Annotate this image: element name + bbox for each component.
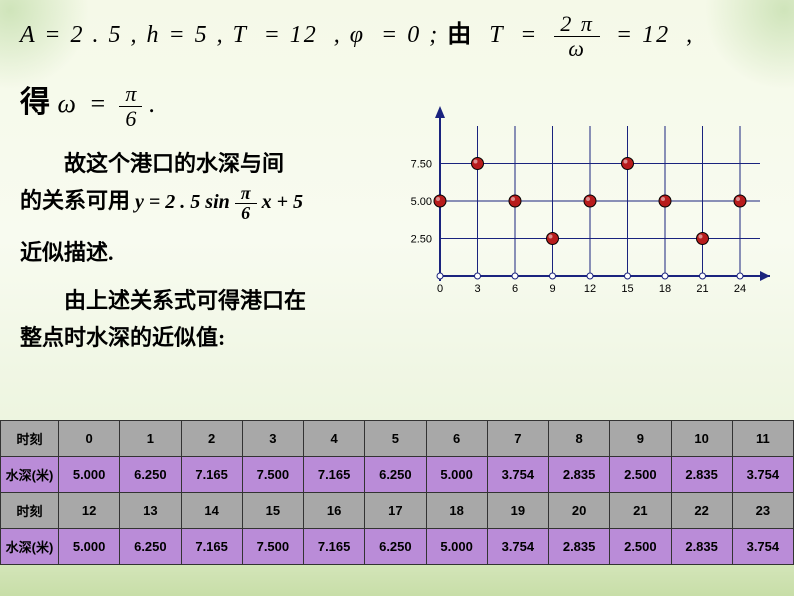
svg-text:2.50: 2.50 — [411, 234, 432, 246]
table-cell: 22 — [671, 493, 732, 529]
depth-table: 时刻01234567891011水深(米)5.0006.2507.1657.50… — [0, 420, 794, 565]
table-cell: 3.754 — [487, 457, 548, 493]
table-cell: 2.835 — [549, 529, 610, 565]
svg-text:9: 9 — [549, 283, 555, 295]
table-cell: 16 — [304, 493, 365, 529]
table-cell: 7.500 — [242, 457, 303, 493]
table-cell: 6.250 — [365, 529, 426, 565]
table-cell: 7.165 — [181, 457, 242, 493]
table-cell: 2.500 — [610, 457, 671, 493]
svg-text:24: 24 — [734, 283, 746, 295]
table-cell: 11 — [732, 421, 793, 457]
table-cell: 10 — [671, 421, 732, 457]
table-cell: 2.500 — [610, 529, 671, 565]
table-cell: 5 — [365, 421, 426, 457]
table-cell: 7.165 — [304, 457, 365, 493]
table-cell: 6 — [426, 421, 487, 457]
table-depth-header: 水深(米) — [1, 457, 59, 493]
table-cell: 1 — [120, 421, 181, 457]
fraction-2pi-omega: 2 π ω — [554, 12, 600, 61]
table-cell: 2 — [181, 421, 242, 457]
table-cell: 5.000 — [426, 529, 487, 565]
table-cell: 3.754 — [732, 529, 793, 565]
table-cell: 5.000 — [59, 529, 120, 565]
table-cell: 5.000 — [426, 457, 487, 493]
scatter-chart: 7.50 5.00 2.50 0 3 6 9 12 15 18 21 24 — [380, 106, 780, 326]
table-cell: 7 — [487, 421, 548, 457]
table-cell: 21 — [610, 493, 671, 529]
svg-text:21: 21 — [696, 283, 708, 295]
table-cell: 2.835 — [549, 457, 610, 493]
svg-text:3: 3 — [474, 283, 480, 295]
svg-text:5.00: 5.00 — [411, 196, 432, 208]
table-cell: 13 — [120, 493, 181, 529]
paragraph-1: 故这个港口的水深与间 的关系可用 y = 2 . 5 sin π 6 x + 5… — [20, 145, 390, 271]
table-cell: 4 — [304, 421, 365, 457]
table-cell: 18 — [426, 493, 487, 529]
table-cell: 2.835 — [671, 457, 732, 493]
table-cell: 7.165 — [304, 529, 365, 565]
table-cell: 8 — [549, 421, 610, 457]
table-cell: 5.000 — [59, 457, 120, 493]
table-cell: 2.835 — [671, 529, 732, 565]
paragraph-2: 由上述关系式可得港口在 整点时水深的近似值: — [20, 282, 390, 357]
svg-text:12: 12 — [584, 283, 596, 295]
svg-text:7.50: 7.50 — [411, 159, 432, 171]
table-time-header: 时刻 — [1, 493, 59, 529]
svg-text:18: 18 — [659, 283, 671, 295]
fraction-pi-6: π 6 — [119, 82, 142, 131]
table-cell: 3.754 — [487, 529, 548, 565]
table-cell: 20 — [549, 493, 610, 529]
table-cell: 19 — [487, 493, 548, 529]
svg-text:6: 6 — [512, 283, 518, 295]
svg-text:15: 15 — [621, 283, 633, 295]
table-cell: 7.165 — [181, 529, 242, 565]
table-cell: 15 — [242, 493, 303, 529]
table-cell: 23 — [732, 493, 793, 529]
table-cell: 6.250 — [365, 457, 426, 493]
equation-given: A = 2 . 5 , h = 5 , T = 12 , φ = 0 ; 由 T… — [20, 8, 774, 71]
fraction-pi-6-inline: π 6 — [235, 184, 257, 225]
table-cell: 0 — [59, 421, 120, 457]
table-cell: 14 — [181, 493, 242, 529]
table-cell: 12 — [59, 493, 120, 529]
table-cell: 9 — [610, 421, 671, 457]
svg-text:0: 0 — [437, 283, 443, 295]
table-cell: 6.250 — [120, 529, 181, 565]
table-cell: 3.754 — [732, 457, 793, 493]
table-cell: 3 — [242, 421, 303, 457]
table-time-header: 时刻 — [1, 421, 59, 457]
table-cell: 7.500 — [242, 529, 303, 565]
table-cell: 17 — [365, 493, 426, 529]
table-cell: 6.250 — [120, 457, 181, 493]
table-depth-header: 水深(米) — [1, 529, 59, 565]
